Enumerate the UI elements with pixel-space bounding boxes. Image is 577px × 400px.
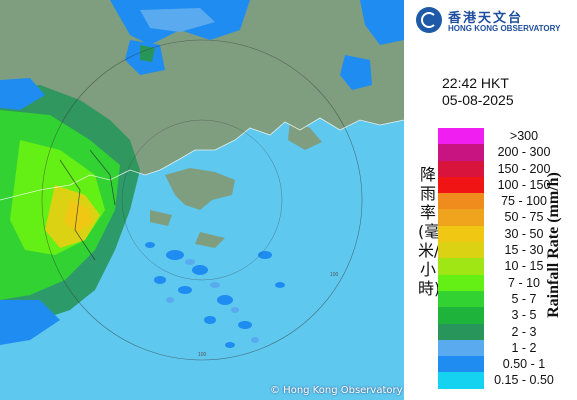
legend-label: 3 - 5 — [511, 308, 537, 323]
legend-label: 0.50 - 1 — [502, 357, 546, 372]
legend-swatch — [438, 128, 484, 145]
legend-label: 10 - 15 — [504, 259, 544, 274]
legend-title-chinese: 降雨率(毫米/小時) — [418, 165, 441, 298]
legend-swatch — [438, 307, 484, 324]
legend-label: 7 - 10 — [508, 275, 540, 290]
legend-label: 15 - 30 — [504, 243, 544, 258]
legend-item: 75 - 100 — [438, 193, 568, 210]
legend-swatch — [438, 193, 484, 210]
legend-swatch — [438, 372, 484, 389]
legend-label: 30 - 50 — [504, 226, 544, 241]
logo-english-text: HONG KONG OBSERVATORY — [448, 24, 561, 33]
legend-swatch — [438, 160, 484, 177]
logo-chinese-text: 香港天文台 — [448, 11, 524, 26]
legend-label: 5 - 7 — [511, 291, 537, 306]
legend-item: 50 - 75 — [438, 209, 568, 226]
legend-swatch — [438, 290, 484, 308]
legend-swatch — [438, 258, 484, 275]
legend-label: 2 - 3 — [511, 324, 537, 339]
side-panel: 香港天文台 HONG KONG OBSERVATORY 22:42 HKT 05… — [404, 0, 577, 400]
legend-label: 150 - 200 — [497, 161, 551, 176]
legend-item: 10 - 15 — [438, 258, 568, 275]
legend-item: 30 - 50 — [438, 225, 568, 243]
range-ring-label: 100 — [330, 272, 339, 278]
radar-map-graphic — [0, 0, 404, 361]
legend-label: >300 — [509, 129, 539, 143]
legend-label: 200 - 300 — [497, 145, 551, 160]
hko-logo-icon — [416, 7, 442, 33]
legend-swatch — [438, 225, 484, 243]
legend-swatch — [438, 323, 484, 340]
radar-map: 100 100 © Hong Kong Observatory — [0, 0, 404, 400]
legend-swatch — [438, 176, 484, 194]
legend-swatch — [438, 144, 484, 161]
legend-item: 200 - 300 — [438, 144, 568, 161]
legend-label: 100 - 150 — [497, 177, 551, 192]
observation-date: 05-08-2025 — [442, 92, 514, 108]
legend-item: 1 - 2 — [438, 339, 568, 357]
legend-label: 50 - 75 — [504, 210, 544, 225]
legend-item: 7 - 10 — [438, 274, 568, 291]
legend-swatch — [438, 339, 484, 357]
legend-item: 3 - 5 — [438, 307, 568, 324]
legend-swatch — [438, 242, 484, 259]
legend-label: 1 - 2 — [511, 340, 537, 355]
legend-swatch — [438, 356, 484, 373]
legend-label: 75 - 100 — [501, 194, 547, 209]
legend-item: 15 - 30 — [438, 242, 568, 259]
legend-label: 0.15 - 0.50 — [494, 373, 554, 388]
legend-item: 0.15 - 0.50 — [438, 372, 568, 389]
legend-item: 0.50 - 1 — [438, 356, 568, 373]
legend-item: 2 - 3 — [438, 323, 568, 340]
legend-swatch — [438, 274, 484, 291]
copyright-text: © Hong Kong Observatory — [270, 385, 403, 396]
legend-item: >300 — [438, 128, 568, 145]
observation-time: 22:42 HKT — [442, 75, 509, 91]
legend-swatch — [438, 209, 484, 226]
legend-item: 5 - 7 — [438, 290, 568, 308]
rainfall-legend: >300 200 - 300 150 - 200 100 - 150 75 - 100 5… — [438, 128, 568, 389]
legend-item: 100 - 150 — [438, 176, 568, 194]
hko-logo: 香港天文台 HONG KONG OBSERVATORY — [412, 5, 577, 37]
legend-item: 150 - 200 — [438, 160, 568, 177]
range-ring-label: 100 — [198, 352, 207, 358]
